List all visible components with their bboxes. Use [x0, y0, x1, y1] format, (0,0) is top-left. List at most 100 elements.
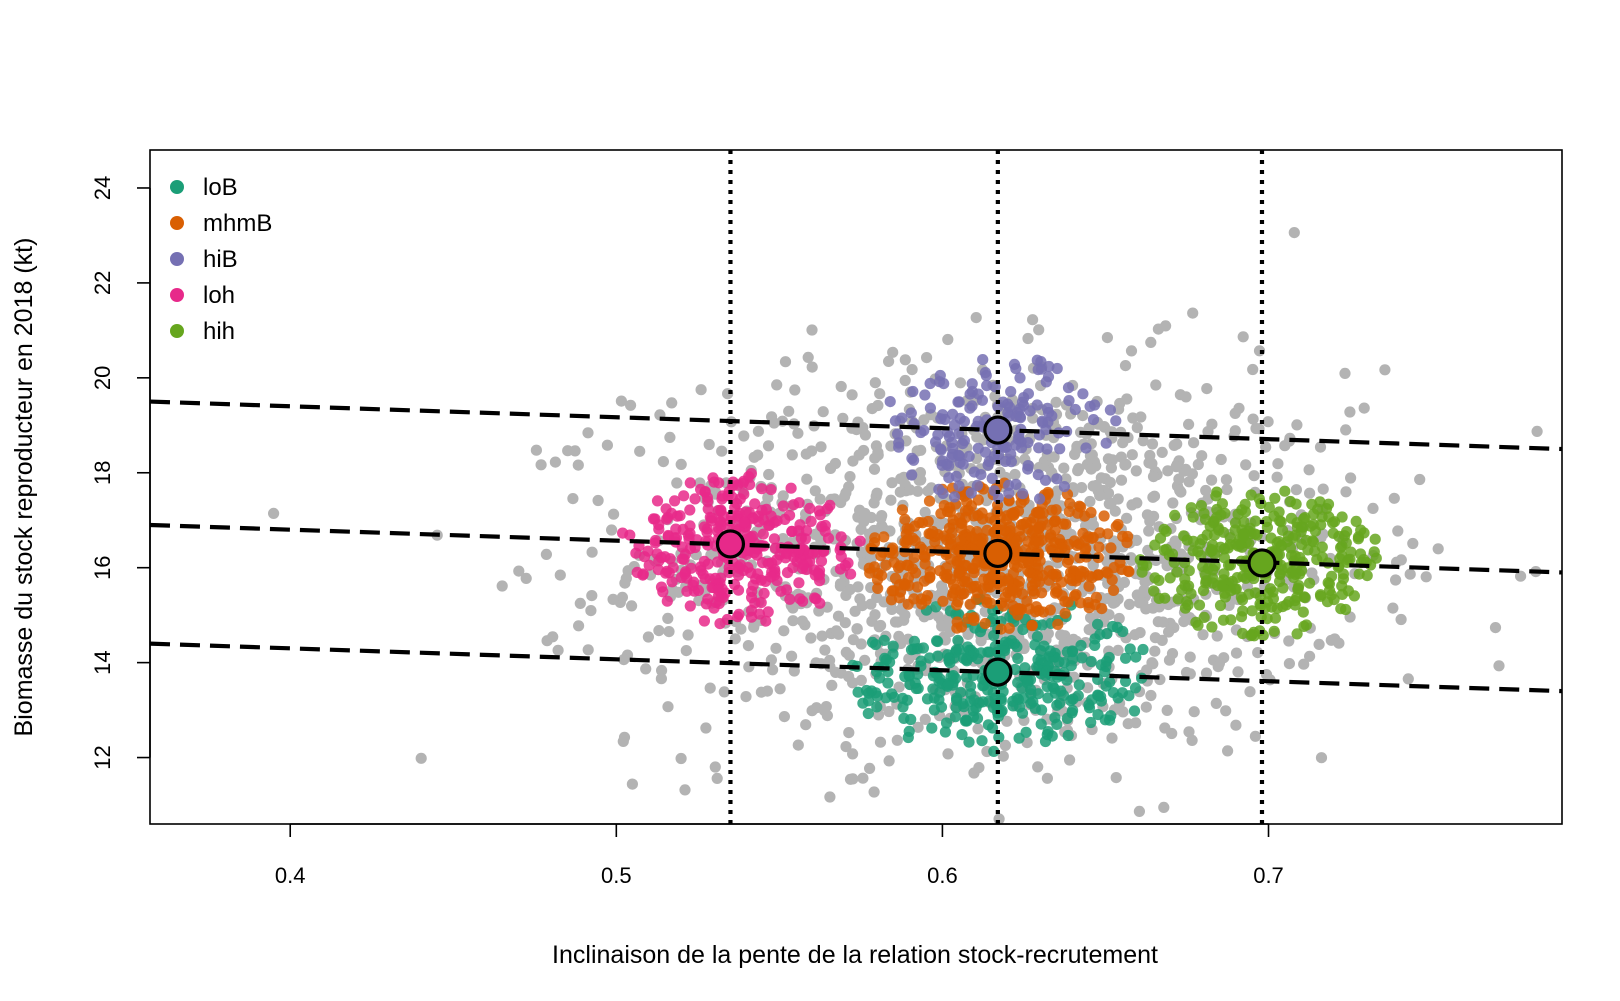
series-point-hiB — [1110, 415, 1122, 427]
series-point-mhmB — [1061, 556, 1074, 569]
series-point-hih — [1300, 619, 1312, 631]
background-point — [1106, 732, 1118, 744]
background-point — [876, 509, 888, 522]
background-point — [809, 528, 821, 541]
series-point-hih — [1285, 512, 1297, 524]
background-point — [1110, 772, 1122, 784]
series-point-hih — [1280, 599, 1292, 611]
background-point — [615, 395, 628, 407]
series-point-mhmB — [880, 559, 892, 571]
series-point-hih — [1206, 621, 1218, 633]
series-point-loh — [797, 559, 810, 571]
background-point — [1072, 465, 1084, 477]
series-point-loh — [684, 477, 696, 489]
background-point — [830, 625, 843, 637]
legend-item-mhmB: mhmB — [170, 210, 272, 237]
reference-lines — [150, 150, 1562, 824]
background-point — [582, 427, 594, 439]
series-point-hih — [1232, 540, 1244, 552]
background-point — [912, 721, 924, 733]
series-point-loB — [1061, 712, 1073, 725]
background-point — [817, 406, 829, 418]
series-point-mhmB — [894, 560, 906, 572]
background-point — [975, 635, 987, 647]
series-point-loB — [1085, 655, 1097, 668]
background-point — [1143, 525, 1155, 537]
background-point — [535, 459, 547, 471]
series-point-loh — [804, 502, 816, 514]
series-point-mhmB — [903, 523, 915, 535]
background-point — [1344, 406, 1356, 418]
background-point — [572, 459, 584, 471]
series-point-hih — [1229, 517, 1242, 529]
series-point-hih — [1193, 599, 1206, 611]
background-point — [1112, 644, 1124, 657]
series-point-mhmB — [1034, 507, 1046, 520]
series-point-hih — [1192, 619, 1204, 631]
background-point — [1113, 612, 1125, 625]
series-point-hih — [1274, 568, 1286, 581]
series-point-mhmB — [1087, 531, 1099, 544]
background-point — [868, 463, 881, 475]
series-point-loB — [1073, 679, 1085, 691]
background-point — [616, 591, 629, 603]
series-point-loB — [1029, 702, 1041, 715]
series-point-loh — [732, 569, 745, 581]
background-point — [1291, 419, 1303, 431]
background-point — [1395, 613, 1407, 626]
background-point — [1367, 502, 1379, 514]
series-point-hiB — [1003, 401, 1016, 413]
series-point-mhmB — [967, 562, 979, 575]
background-point — [549, 456, 562, 468]
background-point — [854, 593, 866, 605]
series-point-hih — [1327, 527, 1339, 539]
series-point-hih — [1279, 485, 1291, 497]
background-point — [653, 625, 665, 637]
series-point-loB — [963, 736, 975, 748]
series-point-loB — [1044, 645, 1056, 657]
background-point — [800, 448, 812, 460]
background-point — [789, 384, 801, 396]
series-point-hiB — [1051, 473, 1063, 485]
series-point-hiB — [968, 466, 980, 478]
background-point — [1222, 745, 1234, 757]
series-point-mhmB — [1108, 561, 1120, 574]
background-point — [1283, 658, 1295, 670]
series-point-hiB — [1022, 388, 1034, 400]
background-point — [770, 642, 782, 654]
background-point — [1249, 730, 1261, 742]
background-point — [586, 590, 598, 602]
series-point-hih — [1355, 524, 1367, 536]
background-point — [1279, 440, 1291, 452]
series-point-hiB — [1014, 403, 1026, 415]
series-point-loB — [1025, 688, 1037, 700]
series-point-mhmB — [886, 585, 898, 597]
background-point — [1121, 393, 1133, 405]
background-point — [942, 748, 954, 760]
highlighted-points — [715, 415, 1277, 687]
background-point — [704, 682, 716, 694]
background-point — [868, 786, 880, 798]
background-point — [1304, 650, 1316, 662]
series-point-loB — [1085, 716, 1097, 729]
series-point-loB — [942, 677, 955, 690]
series-point-loh — [794, 519, 806, 531]
background-point — [1094, 489, 1106, 502]
series-point-hiB — [1008, 358, 1021, 370]
background-point — [1084, 495, 1096, 508]
series-point-loB — [862, 707, 874, 720]
background-point — [567, 493, 579, 505]
series-point-loh — [657, 586, 669, 598]
series-point-loh — [709, 572, 722, 584]
series-point-loB — [934, 686, 946, 698]
series-point-loB — [857, 697, 869, 709]
background-point — [1163, 654, 1176, 666]
series-point-loB — [1051, 699, 1063, 711]
series-point-mhmB — [1090, 591, 1102, 604]
background-point — [1183, 726, 1195, 738]
series-point-mhmB — [1044, 604, 1056, 616]
background-point — [788, 665, 800, 677]
series-point-mhmB — [872, 582, 884, 595]
series-point-loB — [878, 634, 890, 647]
series-point-loh — [679, 568, 691, 580]
